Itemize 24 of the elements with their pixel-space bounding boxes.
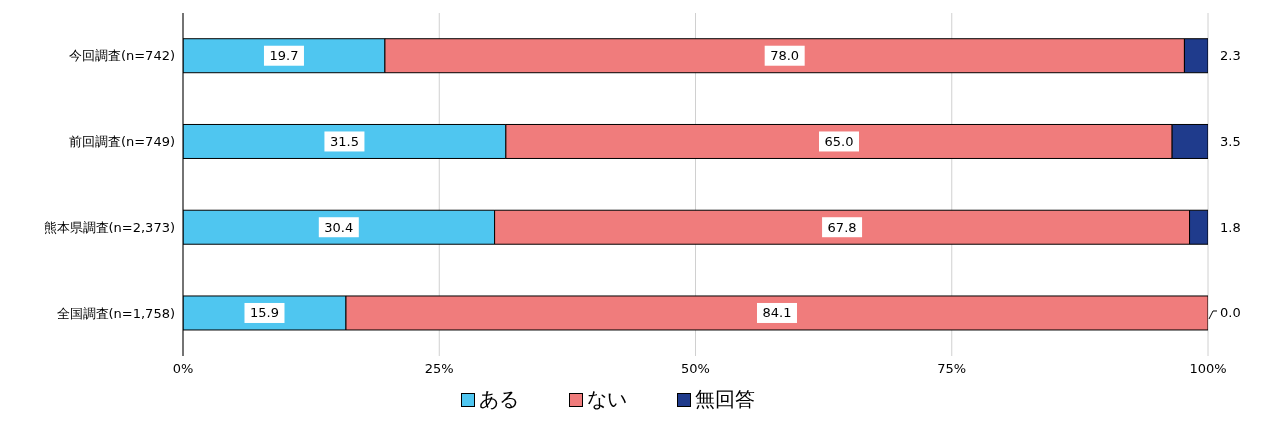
data-label: 30.4	[324, 219, 354, 235]
data-label: 31.5	[329, 133, 359, 149]
y-tick-label: 全国調査(n=1,758)	[56, 305, 175, 321]
x-tick-label: 75%	[937, 361, 967, 377]
y-tick-label: 熊本県調査(n=2,373)	[43, 219, 175, 235]
legend-label: 無回答	[694, 386, 755, 413]
data-label: 0.0	[1220, 305, 1241, 321]
data-label: 2.3	[1220, 48, 1241, 64]
y-tick-label: 今回調査(n=742)	[68, 48, 175, 64]
legend-label: ない	[586, 386, 627, 413]
x-tick-label: 50%	[681, 361, 710, 377]
data-label: 84.1	[762, 305, 792, 321]
x-tick-label: 0%	[172, 361, 194, 377]
x-tick-label: 100%	[1189, 361, 1227, 377]
data-label: 67.8	[827, 219, 857, 235]
legend-label: ある	[478, 386, 519, 413]
data-label: 1.8	[1220, 219, 1241, 235]
data-label: 3.5	[1220, 133, 1241, 149]
data-label: 19.7	[269, 48, 299, 64]
data-label: 15.9	[250, 305, 279, 321]
data-label: 78.0	[770, 48, 800, 64]
y-tick-label: 前回調査(n=749)	[68, 134, 175, 150]
x-tick-label: 25%	[424, 361, 454, 377]
data-label: 65.0	[824, 133, 854, 149]
